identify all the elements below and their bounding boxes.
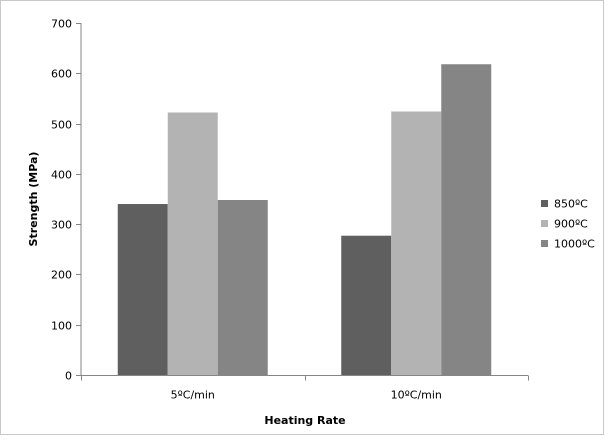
y-tick-label: 300 [51, 219, 72, 232]
legend-label: 1000ºC [554, 238, 595, 251]
x-axis: 5ºC/min 10ºC/min [81, 375, 529, 402]
y-axis-title: Strength (MPa) [27, 152, 40, 247]
y-tick-label: 400 [51, 169, 72, 182]
y-tick-label: 200 [51, 269, 72, 282]
x-axis-title: Heating Rate [264, 414, 345, 427]
legend-swatch [541, 240, 548, 247]
legend-label: 900ºC [554, 218, 588, 231]
bar [391, 111, 442, 375]
bar [167, 112, 218, 375]
bar [117, 204, 168, 375]
x-tick-label: 10ºC/min [391, 389, 442, 402]
y-tick-label: 100 [51, 320, 72, 333]
y-tick-label: 600 [51, 68, 72, 81]
x-tick-label: 5ºC/min [171, 389, 215, 402]
legend-swatch [541, 220, 548, 227]
bar [341, 235, 392, 375]
y-tick-label: 700 [51, 18, 72, 31]
legend: 850ºC 900ºC 1000ºC [541, 198, 595, 251]
bar [441, 64, 492, 375]
y-tick-label: 0 [65, 370, 72, 383]
y-tick-label: 500 [51, 119, 72, 132]
bars [117, 64, 492, 375]
y-axis: 0 100 200 300 400 500 600 700 [51, 18, 82, 383]
bar [217, 200, 268, 375]
legend-label: 850ºC [554, 198, 588, 211]
legend-swatch [541, 200, 548, 207]
